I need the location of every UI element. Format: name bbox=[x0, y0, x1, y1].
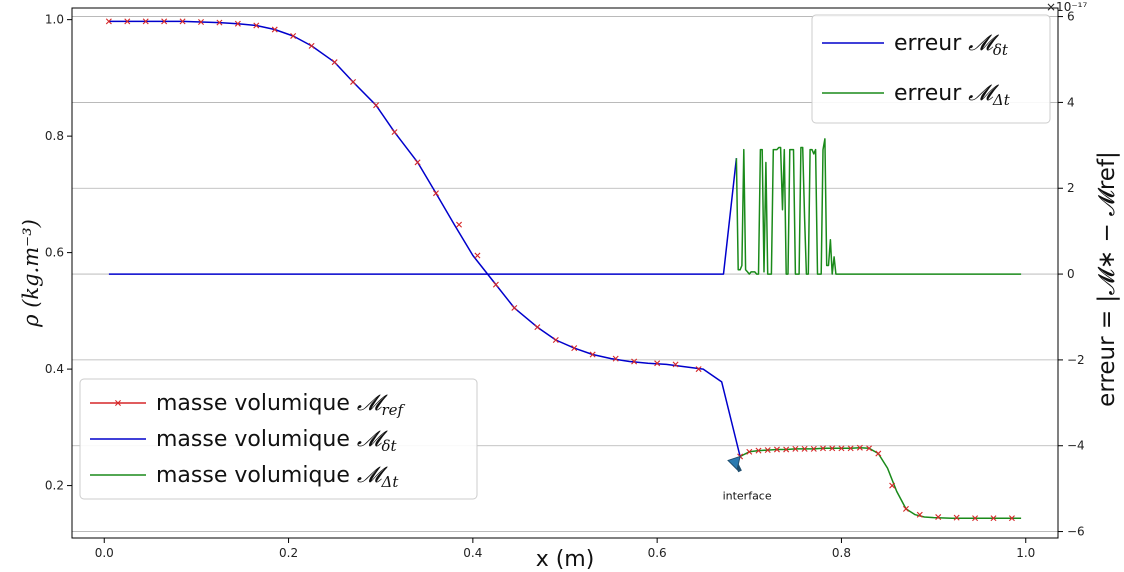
y-right-axis-label: erreur = |𝓜∗ − 𝓜ref| bbox=[1094, 151, 1120, 407]
x-tick-label: 0.4 bbox=[463, 546, 482, 560]
data-point-marker bbox=[308, 42, 315, 49]
annotation-arrow-head bbox=[727, 455, 741, 471]
data-point-marker bbox=[589, 351, 596, 358]
data-point-marker bbox=[953, 514, 960, 521]
data-point-marker bbox=[1008, 515, 1015, 522]
y-left-tick-label: 0.8 bbox=[45, 129, 64, 143]
data-point-marker bbox=[810, 445, 817, 452]
data-point-marker bbox=[124, 18, 131, 25]
y-left-tick-label: 0.4 bbox=[45, 362, 64, 376]
data-point-marker bbox=[511, 304, 518, 311]
data-point-marker bbox=[875, 450, 882, 457]
data-point-marker bbox=[972, 515, 979, 522]
legend-box bbox=[811, 14, 1051, 124]
data-point-marker bbox=[792, 445, 799, 452]
y-right-tick-label: 0 bbox=[1067, 267, 1075, 281]
legend-label: masse volumique 𝓜Δt bbox=[156, 463, 399, 491]
data-point-marker bbox=[654, 360, 661, 367]
annotation-label: interface bbox=[723, 489, 772, 502]
series-line bbox=[735, 138, 1022, 275]
y-left-axis-label: ρ (kg.m⁻³) bbox=[19, 219, 43, 328]
series-line bbox=[108, 158, 738, 275]
y-right-tick-label: 6 bbox=[1067, 10, 1075, 24]
legends: masse volumique 𝓜ref masse volumique 𝓜δt m… bbox=[79, 14, 1051, 500]
x-axis-label: x (m) bbox=[536, 547, 595, 572]
data-point-marker bbox=[631, 358, 638, 365]
x-tick-label: 0.8 bbox=[832, 546, 851, 560]
plot-frame bbox=[71, 7, 1059, 539]
data-point-marker bbox=[856, 444, 863, 451]
data-point-marker bbox=[612, 355, 619, 362]
legend-label: masse volumique 𝓜ref bbox=[156, 391, 406, 419]
x-tick-label: 0.0 bbox=[95, 546, 114, 560]
data-point-marker bbox=[350, 78, 357, 85]
data-point-marker bbox=[695, 366, 702, 373]
data-point-marker bbox=[838, 445, 845, 452]
data-point-marker bbox=[433, 190, 439, 197]
legend-box bbox=[79, 378, 478, 500]
data-point-marker bbox=[142, 18, 149, 25]
y-right-tick-label: −2 bbox=[1067, 353, 1085, 367]
data-point-marker bbox=[271, 26, 278, 33]
x-tick-label: 0.2 bbox=[279, 546, 298, 560]
data-point-marker bbox=[571, 345, 578, 352]
data-point-marker bbox=[916, 511, 923, 518]
y-right-multiplier: ×10⁻¹⁷ bbox=[1046, 0, 1087, 14]
series-line bbox=[108, 20, 741, 457]
data-point-marker bbox=[801, 445, 808, 452]
data-point-marker bbox=[198, 18, 204, 25]
data-point-marker bbox=[216, 19, 223, 26]
data-point-marker bbox=[161, 18, 168, 25]
data-point-marker bbox=[783, 446, 790, 453]
y-left-tick-label: 1.0 bbox=[45, 13, 64, 27]
data-point-marker bbox=[552, 336, 559, 343]
data-point-marker bbox=[847, 445, 854, 452]
data-point-marker bbox=[234, 20, 241, 27]
annotation: interface bbox=[723, 455, 772, 502]
data-point-marker bbox=[105, 18, 112, 25]
data-point-marker bbox=[866, 445, 873, 452]
data-point-marker bbox=[764, 447, 771, 454]
x-tick-label: 0.6 bbox=[648, 546, 667, 560]
legend-label: masse volumique 𝓜δt bbox=[156, 427, 398, 455]
data-point-marker bbox=[902, 505, 909, 512]
data-point-marker bbox=[492, 281, 499, 288]
data-point-marker bbox=[935, 514, 942, 521]
data-point-marker bbox=[755, 447, 762, 454]
data-point-marker bbox=[331, 59, 338, 66]
data-point-marker bbox=[373, 102, 380, 109]
data-point-marker bbox=[179, 18, 186, 25]
axes: 0.0 0.2 0.4 0.6 0.8 1.0 0.2 0.4 0.6 0.8 1.0 −6 −4 −2 0… bbox=[19, 0, 1120, 572]
data-point-marker bbox=[414, 159, 421, 166]
y-left-tick-label: 0.2 bbox=[45, 479, 64, 493]
y-right-tick-label: 2 bbox=[1067, 181, 1075, 195]
data-point-marker bbox=[990, 515, 997, 522]
y-left-tick-label: 0.6 bbox=[45, 246, 64, 260]
data-point-marker bbox=[534, 324, 541, 331]
y-right-tick-label: 4 bbox=[1067, 95, 1075, 109]
series-line bbox=[739, 446, 1022, 519]
legend-label: erreur 𝓜Δt bbox=[894, 81, 1011, 109]
data-point-marker bbox=[253, 22, 260, 29]
data-point-marker bbox=[474, 252, 481, 259]
y-right-tick-label: −6 bbox=[1067, 525, 1085, 539]
legend-marker bbox=[115, 400, 121, 406]
x-tick-label: 1.0 bbox=[1016, 546, 1035, 560]
data-point-marker bbox=[746, 448, 753, 455]
data-point-marker bbox=[290, 32, 297, 39]
y-right-tick-label: −4 bbox=[1067, 439, 1085, 453]
series-layer bbox=[105, 18, 1022, 522]
data-point-marker bbox=[773, 446, 780, 453]
data-point-marker bbox=[456, 221, 463, 228]
data-point-marker bbox=[889, 482, 896, 489]
data-point-marker bbox=[820, 445, 827, 452]
data-point-marker bbox=[672, 361, 679, 368]
data-point-marker bbox=[391, 129, 398, 136]
legend-label: erreur 𝓜δt bbox=[894, 31, 1009, 59]
data-point-marker bbox=[829, 445, 836, 452]
